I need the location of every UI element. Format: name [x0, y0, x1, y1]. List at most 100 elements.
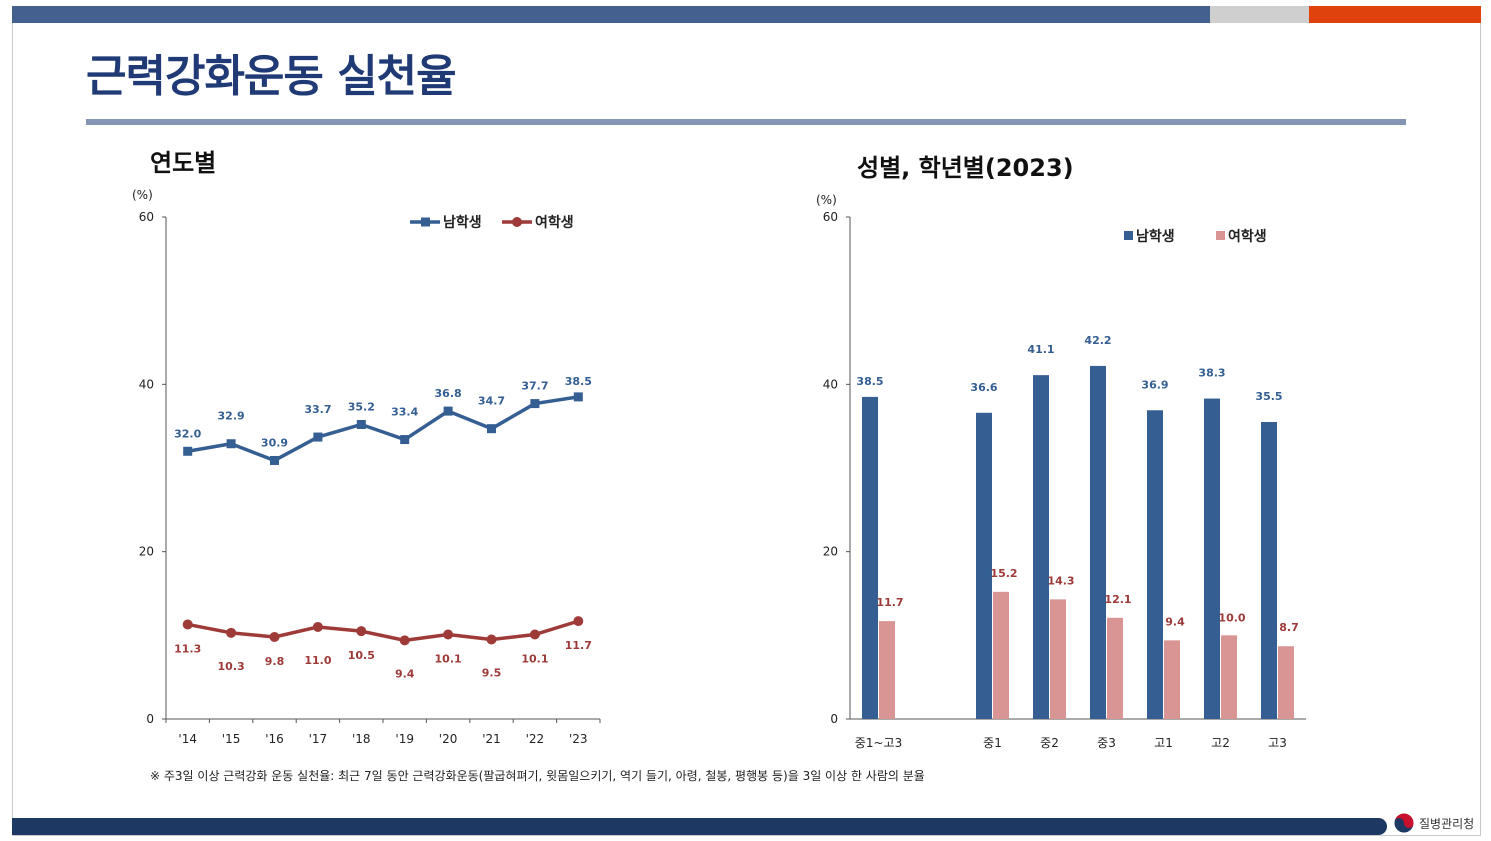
data-point-female — [529, 629, 540, 640]
data-point-female — [312, 621, 323, 632]
data-label-female: 9.5 — [482, 667, 502, 680]
x-tick-label: 중1~고3 — [855, 736, 902, 750]
data-label-male: 35.2 — [348, 400, 375, 413]
data-point-male — [487, 424, 496, 434]
x-tick-label: 중2 — [1040, 736, 1059, 750]
bar-male — [976, 412, 992, 719]
data-label-female: 10.3 — [218, 660, 245, 673]
series-line-female — [187, 619, 579, 643]
x-tick-label: '21 — [482, 732, 501, 746]
data-point-female — [399, 635, 410, 646]
data-label-female: 11.7 — [876, 596, 903, 609]
data-point-female — [226, 627, 237, 638]
y-tick-label: 60 — [139, 210, 154, 224]
y-axis-unit-label: (%) — [132, 188, 153, 202]
data-point-male — [573, 392, 583, 402]
bar-female — [1164, 640, 1180, 719]
data-point-female — [356, 626, 367, 637]
data-point-male — [183, 446, 193, 456]
legend-label: 남학생 — [1136, 228, 1175, 245]
legend-swatch-square — [1216, 231, 1225, 240]
data-label-male: 36.8 — [435, 387, 462, 400]
x-tick-label: '22 — [526, 732, 545, 746]
bar-male — [1204, 398, 1220, 719]
x-tick-label: 중1 — [983, 736, 1002, 750]
bar-female — [879, 621, 895, 719]
footnote: ※ 주3일 이상 근력강화 운동 실천율: 최근 7일 동안 근력강화운동(팔굽… — [150, 769, 925, 783]
bar-female — [1050, 599, 1066, 719]
bar-chart: (%) 0 20 40 60 중1~고3 중1 중2 중3 고1 고2 고3 38.5 36.6 41.1 4… — [816, 193, 1306, 750]
data-label-male: 41.1 — [1027, 343, 1054, 356]
agency-name: 질병관리청 — [1419, 816, 1475, 831]
data-point-female — [486, 634, 497, 645]
data-label-male: 36.6 — [970, 381, 997, 394]
data-label-female: 10.5 — [348, 649, 375, 662]
data-label-male: 33.4 — [391, 406, 418, 419]
x-tick-label: '20 — [439, 732, 458, 746]
data-point-male — [443, 406, 453, 416]
x-tick-label: 고1 — [1154, 736, 1173, 750]
bar-male — [1147, 410, 1163, 719]
bar-male — [862, 396, 878, 719]
x-tick-label: '14 — [178, 732, 197, 746]
y-tick-label: 20 — [823, 545, 838, 559]
data-point-male — [270, 455, 279, 465]
data-label-male: 42.2 — [1084, 334, 1111, 347]
data-label-female: 9.8 — [265, 655, 285, 668]
data-point-male — [226, 439, 236, 449]
data-label-male: 38.5 — [856, 375, 883, 388]
bar-female — [1278, 646, 1294, 719]
y-tick-label: 60 — [823, 210, 838, 224]
data-label-male: 32.9 — [218, 410, 245, 423]
bar-female — [993, 591, 1009, 719]
top-accent-bar-orange — [1309, 6, 1481, 23]
bar-male — [1090, 365, 1106, 719]
data-label-female: 9.4 — [1165, 615, 1185, 628]
y-tick-label: 40 — [139, 377, 154, 391]
taegeuk-emblem-icon — [1393, 812, 1415, 834]
data-label-male: 33.7 — [304, 403, 331, 416]
top-accent-bar-navy — [12, 6, 1210, 23]
data-label-female: 10.1 — [435, 652, 462, 665]
x-tick-label: 고2 — [1211, 736, 1230, 750]
x-tick-label: '18 — [352, 732, 371, 746]
y-tick-label: 0 — [146, 712, 154, 726]
legend-label: 남학생 — [443, 214, 482, 231]
data-label-female: 10.1 — [521, 652, 548, 665]
series-line-male — [187, 395, 579, 463]
x-tick-label: '15 — [222, 732, 241, 746]
data-label-female: 11.0 — [304, 654, 331, 667]
bar-male — [1261, 421, 1277, 719]
data-point-male — [313, 432, 323, 442]
page-title: 근력강화운동 실천율 — [86, 51, 457, 102]
data-label-male: 36.9 — [1141, 378, 1168, 391]
data-label-female: 9.4 — [395, 667, 415, 680]
line-chart-title: 연도별 — [150, 149, 217, 177]
bar-male — [1033, 375, 1049, 719]
title-divider — [86, 119, 1406, 125]
legend-label: 여학생 — [535, 214, 574, 231]
data-label-female: 11.7 — [565, 639, 592, 652]
data-label-male: 38.3 — [1198, 367, 1225, 380]
bottom-bar — [12, 818, 1387, 835]
data-point-male — [400, 435, 410, 445]
y-tick-label: 0 — [830, 712, 838, 726]
x-tick-label: 고3 — [1268, 736, 1287, 750]
data-point-female — [182, 619, 193, 630]
x-tick-label: '17 — [309, 732, 328, 746]
data-label-female: 8.7 — [1279, 621, 1299, 634]
data-label-male: 35.5 — [1255, 390, 1282, 403]
data-label-male: 32.0 — [174, 427, 201, 440]
data-point-male — [530, 399, 540, 409]
x-tick-label: 중3 — [1097, 736, 1116, 750]
y-tick-label: 20 — [139, 545, 154, 559]
agency-logo: 질병관리청 — [1393, 812, 1474, 834]
line-chart: (%) 0 20 40 60 '14 '15 '16 '17 '18 '19 '20 '21 '22 '23… — [132, 188, 601, 746]
data-point-male — [356, 419, 366, 429]
data-label-female: 12.1 — [1104, 593, 1131, 606]
data-label-female: 14.3 — [1047, 574, 1074, 587]
y-axis-unit-label: (%) — [816, 193, 837, 207]
legend-label: 여학생 — [1228, 228, 1267, 245]
data-label-female: 10.0 — [1218, 611, 1245, 624]
y-tick-label: 40 — [823, 377, 838, 391]
